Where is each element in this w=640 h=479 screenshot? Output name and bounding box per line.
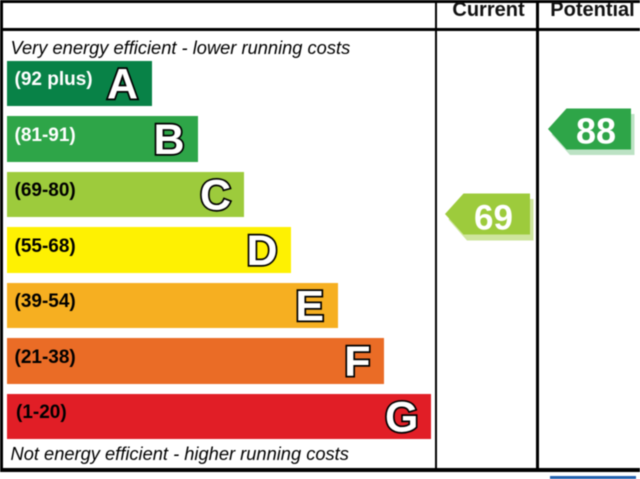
svg-text:69: 69: [474, 199, 513, 238]
svg-text:E: E: [295, 282, 324, 330]
svg-text:F: F: [344, 338, 370, 386]
svg-text:88: 88: [576, 111, 616, 152]
svg-text:G: G: [385, 393, 418, 441]
svg-text:D: D: [246, 227, 277, 275]
svg-text:B: B: [153, 116, 184, 164]
svg-text:A: A: [107, 60, 138, 108]
svg-text:C: C: [200, 171, 231, 219]
